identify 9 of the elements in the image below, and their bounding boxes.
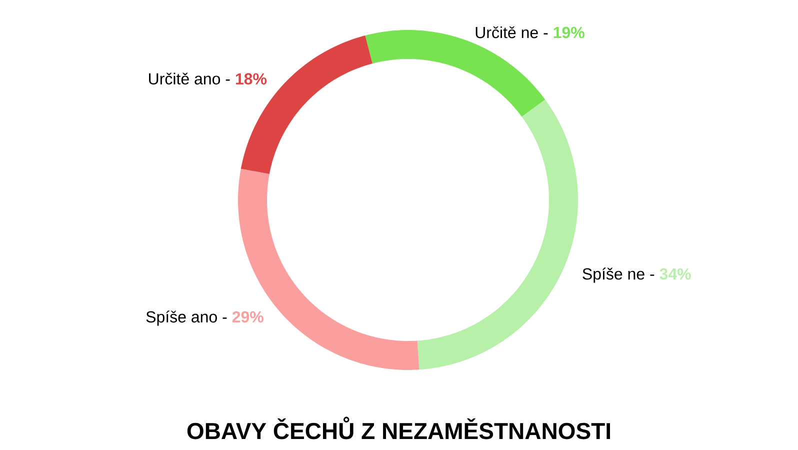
data-label: 19% [554, 26, 584, 38]
slice-label: Určitě ne - [476, 26, 548, 38]
slice-label: Určitě ano - [149, 72, 230, 84]
data-label: 18% [236, 73, 267, 84]
slice-label: Spíše ne - [582, 268, 654, 283]
text: OBAVY ČECHŮ Z NEZAMĚSTNANOSTI [187, 416, 610, 440]
data-label: 29% [232, 311, 264, 323]
data-label: 34% [660, 268, 691, 280]
slice-label: Spíše ano - [146, 310, 227, 326]
